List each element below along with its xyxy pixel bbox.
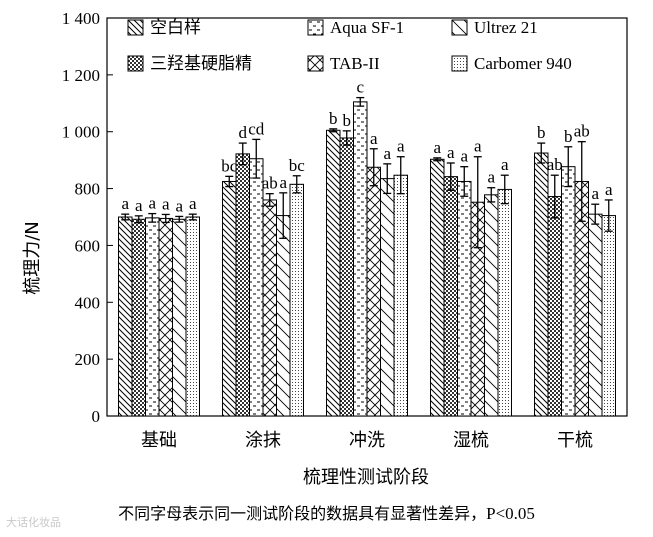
legend-swatch-ultrez-21 bbox=[451, 19, 468, 36]
legend-label: TAB-II bbox=[330, 54, 380, 73]
bar-series-4 bbox=[443, 176, 458, 417]
bar-carbomer-940-2 bbox=[289, 183, 304, 417]
bar-carbomer-940-5 bbox=[601, 215, 616, 417]
bar-ultrez-21-1 bbox=[172, 218, 187, 417]
y-tick-label: 0 bbox=[92, 407, 101, 426]
y-tick-label: 200 bbox=[75, 350, 101, 369]
bar-series-2 bbox=[222, 180, 237, 417]
bar-aqua-sf-1-5 bbox=[561, 166, 576, 417]
legend: 空白样 Aqua SF-1 Ultrez 21 三羟基硬脂精 TAB-II Carbome… bbox=[127, 18, 572, 73]
significance-letter: a bbox=[175, 196, 183, 215]
y-tick-label: 600 bbox=[75, 236, 101, 255]
significance-letter: ab bbox=[547, 155, 563, 174]
bar-carbomer-940-1 bbox=[185, 216, 200, 417]
significance-letter: a bbox=[370, 129, 378, 148]
bar-ultrez-21-3 bbox=[380, 178, 395, 417]
legend-swatch-aqua-sf-1 bbox=[307, 19, 324, 36]
legend-label: 三羟基硬脂精 bbox=[150, 54, 252, 73]
significance-letter: a bbox=[148, 194, 156, 213]
significance-letter: d bbox=[239, 123, 248, 142]
x-category-label: 湿梳 bbox=[453, 430, 489, 451]
bar-tab-ii-1 bbox=[158, 217, 173, 417]
y-tick-label: 800 bbox=[75, 180, 101, 199]
bar-series-5 bbox=[547, 196, 562, 417]
bar-series-1 bbox=[118, 216, 133, 417]
legend-swatch-series bbox=[127, 19, 144, 36]
significance-letter: a bbox=[605, 180, 613, 199]
significance-letter: ab bbox=[262, 174, 278, 193]
bar-tab-ii-2 bbox=[262, 199, 277, 417]
significance-letter: a bbox=[135, 196, 143, 215]
significance-letter: a bbox=[501, 155, 509, 174]
significance-letter: bc bbox=[221, 156, 238, 175]
footnote-text: 不同字母表示同一测试阶段的数据具有显著性差异， bbox=[118, 504, 487, 523]
significance-letter: a bbox=[121, 194, 129, 213]
y-tick-label: 1 200 bbox=[62, 66, 100, 85]
significance-letter: ab bbox=[574, 122, 590, 141]
significance-letter: bc bbox=[289, 156, 306, 175]
x-category-label: 干梳 bbox=[557, 430, 593, 451]
significance-letter: a bbox=[474, 137, 482, 156]
bar-aqua-sf-1-3 bbox=[353, 101, 368, 417]
bar-aqua-sf-1-1 bbox=[145, 217, 160, 417]
y-tick-label: 1 000 bbox=[62, 123, 100, 142]
bar-series-1 bbox=[131, 218, 146, 417]
watermark: 大话化妆品 bbox=[6, 516, 61, 529]
x-category-label: 涂抹 bbox=[245, 430, 281, 451]
legend-label: 空白样 bbox=[150, 18, 201, 37]
footnote: 不同字母表示同一测试阶段的数据具有显著性差异，P<0.05 bbox=[0, 500, 653, 524]
bar-ultrez-21-2 bbox=[276, 215, 291, 417]
bar-series-4 bbox=[430, 158, 445, 417]
bar-carbomer-940-3 bbox=[393, 174, 408, 417]
error-bars-group bbox=[121, 96, 613, 249]
significance-letter: a bbox=[162, 194, 170, 213]
bar-aqua-sf-1-2 bbox=[249, 158, 264, 417]
x-category-label: 基础 bbox=[141, 430, 177, 451]
x-category-label: 冲洗 bbox=[349, 430, 385, 451]
significance-letter: a bbox=[460, 147, 468, 166]
bar-aqua-sf-1-4 bbox=[457, 180, 472, 417]
bar-series-3 bbox=[326, 129, 341, 417]
bar-series-2 bbox=[235, 153, 250, 417]
legend-label: Ultrez 21 bbox=[474, 18, 538, 37]
significance-letter: a bbox=[487, 168, 495, 187]
significance-letter: a bbox=[397, 137, 405, 156]
bar-ultrez-21-5 bbox=[588, 213, 603, 417]
significance-letter: b bbox=[537, 123, 546, 142]
legend-label: Aqua SF-1 bbox=[330, 18, 404, 37]
significance-letter: b bbox=[564, 127, 573, 146]
y-tick-label: 1 400 bbox=[62, 9, 100, 28]
bar-series-3 bbox=[339, 137, 354, 417]
footnote-pvalue: P<0.05 bbox=[486, 504, 535, 523]
significance-letter: a bbox=[189, 194, 197, 213]
significance-letter: a bbox=[591, 184, 599, 203]
x-axis: 基础 涂抹 冲洗 湿梳 干梳 bbox=[141, 430, 593, 451]
legend-swatch-carbomer-940 bbox=[451, 55, 468, 72]
significance-letter: a bbox=[447, 143, 455, 162]
significance-letter: b bbox=[329, 109, 338, 128]
bar-tab-ii-3 bbox=[366, 166, 381, 417]
y-axis: 0 200 400 600 800 1 000 1 200 1 400 bbox=[62, 9, 113, 426]
significance-letter: a bbox=[279, 173, 287, 192]
significance-letter: c bbox=[356, 78, 364, 97]
bars-group bbox=[118, 101, 616, 417]
significance-letter: cd bbox=[248, 119, 265, 138]
legend-label: Carbomer 940 bbox=[474, 54, 572, 73]
legend-swatch-tab-ii bbox=[307, 55, 324, 72]
y-axis-title: 梳理力/N bbox=[22, 221, 43, 295]
legend-swatch-series bbox=[127, 55, 144, 72]
bar-carbomer-940-4 bbox=[497, 188, 512, 417]
significance-letter: a bbox=[433, 138, 441, 157]
bar-ultrez-21-4 bbox=[484, 194, 499, 417]
y-tick-label: 400 bbox=[75, 293, 101, 312]
bar-series-5 bbox=[534, 152, 549, 417]
significance-letter: a bbox=[383, 144, 391, 163]
x-axis-title: 梳理性测试阶段 bbox=[303, 467, 429, 488]
significance-letter: b bbox=[343, 111, 352, 130]
